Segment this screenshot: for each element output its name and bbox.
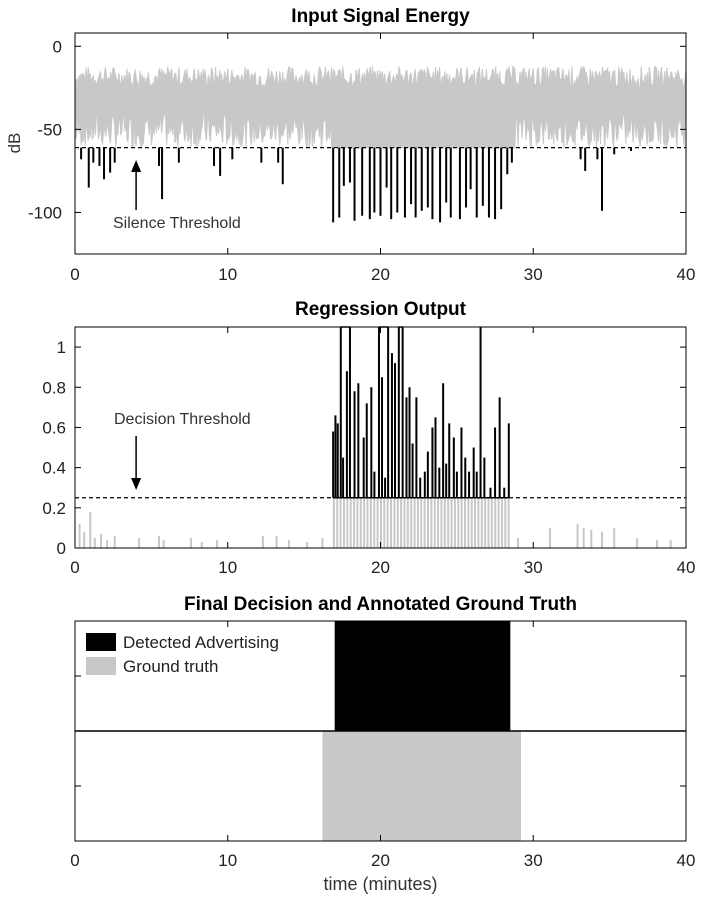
panel1-xtick-label: 20 — [371, 265, 390, 284]
legend-label-detected: Detected Advertising — [123, 633, 279, 652]
panel1-xtick-label: 10 — [218, 265, 237, 284]
panel2-ytick-label: 0.8 — [42, 378, 66, 397]
panel1-xtick-label: 0 — [70, 265, 79, 284]
panel1-xtick-label: 40 — [677, 265, 696, 284]
panel3-xtick-label: 0 — [70, 851, 79, 870]
panel1-arrow-head — [131, 160, 142, 172]
panel2-ytick-label: 0 — [57, 539, 66, 558]
panel3-xtick-label: 20 — [371, 851, 390, 870]
legend-label-ground-truth: Ground truth — [123, 657, 218, 676]
panel3-xtick-label: 40 — [677, 851, 696, 870]
panel2-ytick-label: 0.4 — [42, 459, 66, 478]
panel2-xtick-label: 40 — [677, 558, 696, 577]
panel2-ytick-label: 0.6 — [42, 418, 66, 437]
panel3-xlabel: time (minutes) — [323, 874, 437, 894]
panel1-xtick-label: 30 — [524, 265, 543, 284]
panel1-ylabel: dB — [5, 133, 24, 154]
panel2-arrow-head — [131, 478, 142, 490]
panel2-annotation: Decision Threshold — [114, 411, 251, 428]
panel2-xtick-label: 0 — [70, 558, 79, 577]
panel1-ytick-label: -100 — [28, 203, 62, 222]
panel2-ytick-label: 1 — [57, 338, 66, 357]
panel1-title: Input Signal Energy — [291, 6, 470, 27]
panel2-xtick-label: 10 — [218, 558, 237, 577]
panel2-xtick-label: 20 — [371, 558, 390, 577]
panel2-ytick-label: 0.2 — [42, 499, 66, 518]
panel3-xtick-label: 10 — [218, 851, 237, 870]
panel1-ytick-label: 0 — [53, 37, 62, 56]
panel2-title: Regression Output — [295, 299, 467, 320]
legend-swatch-detected — [86, 633, 116, 651]
panel1-ytick-label: -50 — [37, 120, 62, 139]
legend-swatch-ground-truth — [86, 657, 116, 675]
panel3-title: Final Decision and Annotated Ground Trut… — [184, 594, 577, 615]
panel3-xtick-label: 30 — [524, 851, 543, 870]
panel3-detected-bar — [334, 621, 511, 731]
panel1-annotation: Silence Threshold — [113, 215, 241, 232]
panel3-ground-truth-bar — [322, 731, 522, 841]
panel2-xtick-label: 30 — [524, 558, 543, 577]
